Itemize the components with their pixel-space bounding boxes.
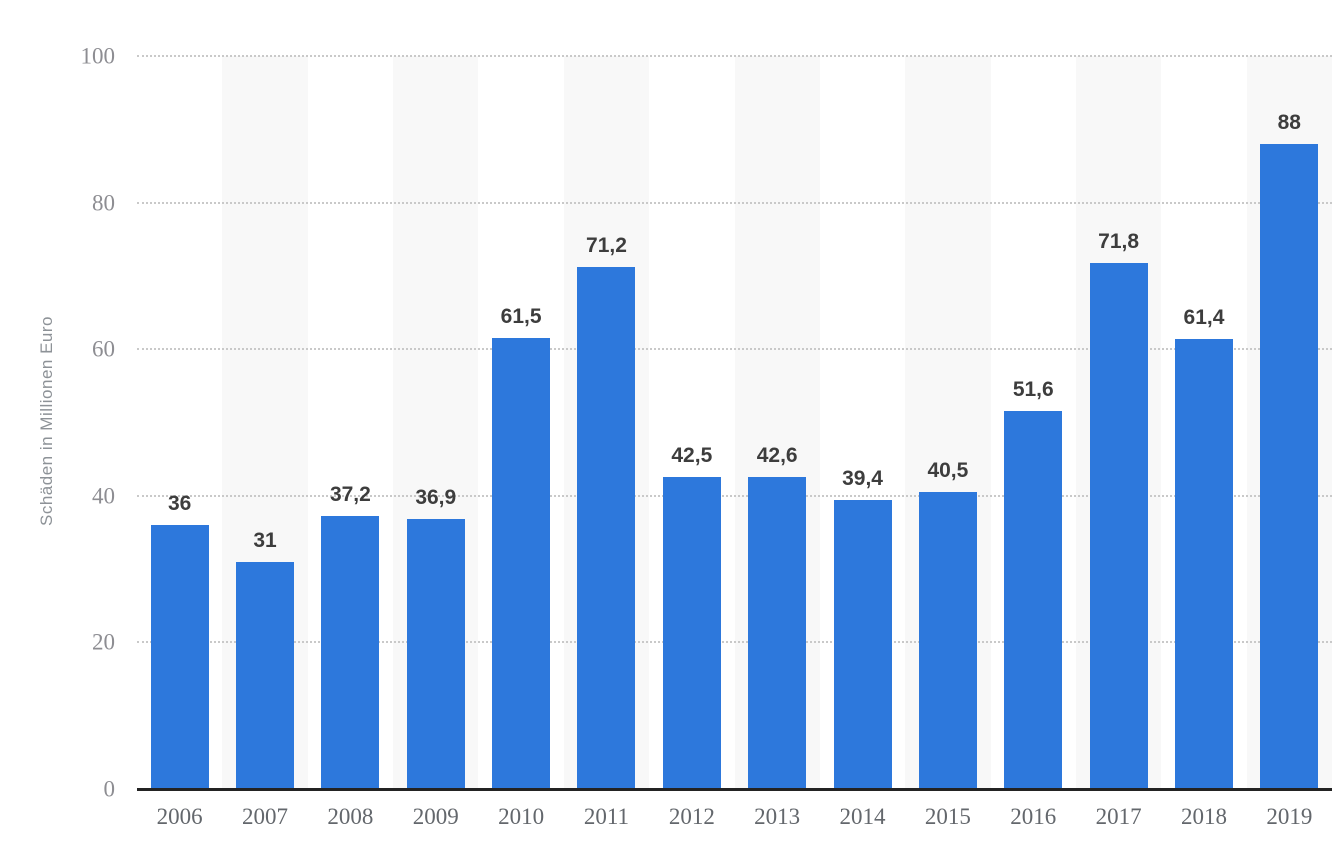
bar-2010[interactable] (492, 338, 551, 789)
bar-value-label: 88 (1277, 110, 1301, 134)
bar-value-label: 61,4 (1183, 305, 1225, 329)
bar-2014[interactable] (833, 500, 892, 789)
bar-2015[interactable] (918, 492, 977, 789)
y-tick-label: 60 (92, 336, 115, 362)
gridline (137, 55, 1332, 57)
bar-2016[interactable] (1004, 410, 1063, 789)
x-tick-label: 2018 (1180, 804, 1227, 829)
y-tick-label: 20 (92, 629, 115, 655)
bar-2018[interactable] (1174, 338, 1233, 789)
bar-2007[interactable] (236, 561, 295, 789)
bar-value-label: 40,5 (927, 459, 969, 483)
y-tick-label: 40 (92, 483, 115, 509)
x-tick-label: 2014 (839, 804, 886, 829)
bar-value-label: 36 (167, 492, 192, 516)
bar-value-label: 61,5 (500, 305, 542, 329)
gridline (137, 348, 1332, 351)
x-tick-label: 2011 (583, 804, 630, 829)
y-tick-label: 80 (92, 190, 115, 216)
x-axis-labels: 2006 2007 2008 2009 2010 2011 2012 2013 2014 2015… (137, 804, 1332, 840)
bar-value-label: 71,2 (586, 234, 627, 258)
gridline (137, 494, 1332, 497)
x-tick-label: 2012 (668, 804, 715, 829)
bar-value-label: 36,9 (415, 485, 457, 509)
x-tick-label: 2017 (1095, 804, 1142, 829)
bar-2019[interactable] (1260, 143, 1319, 789)
x-tick-label: 2010 (498, 804, 545, 829)
bar-2017[interactable] (1089, 262, 1148, 789)
x-tick-label: 2016 (1010, 804, 1057, 829)
bar-2006[interactable] (150, 525, 209, 789)
x-axis-line (137, 788, 1332, 791)
bar-value-label: 71,8 (1098, 229, 1140, 253)
bar-value-label: 31 (253, 528, 277, 552)
bar-value-label: 39,4 (842, 467, 883, 491)
x-tick-label: 2007 (242, 804, 289, 829)
x-tick-label: 2006 (156, 804, 203, 829)
bar-2009[interactable] (406, 518, 465, 789)
gridline (137, 201, 1332, 204)
x-tick-label: 2015 (924, 804, 971, 829)
y-tick-label: 100 (80, 43, 116, 69)
plot-area: 36 31 37,2 36,9 61,5 71,2 42,5 42,6 39,4 40,5 51,6… (137, 55, 1332, 791)
bar-2012[interactable] (662, 477, 721, 789)
x-tick-label: 2019 (1266, 804, 1313, 829)
gridline (137, 641, 1332, 644)
x-tick-label: 2009 (412, 804, 459, 829)
x-tick-label: 2008 (327, 804, 374, 829)
y-axis-ticks: 0 20 40 60 80 100 (0, 45, 116, 801)
bar-value-label: 42,5 (671, 444, 713, 468)
y-tick-label: 0 (103, 776, 116, 802)
bar-2011[interactable] (577, 267, 636, 789)
bar-value-label: 42,6 (756, 443, 798, 467)
x-tick-label: 2013 (754, 804, 801, 829)
bar-value-label: 37,2 (329, 483, 371, 507)
bar-value-label: 51,6 (1012, 377, 1054, 401)
bar-2013[interactable] (748, 476, 807, 789)
bar-2008[interactable] (321, 516, 380, 789)
